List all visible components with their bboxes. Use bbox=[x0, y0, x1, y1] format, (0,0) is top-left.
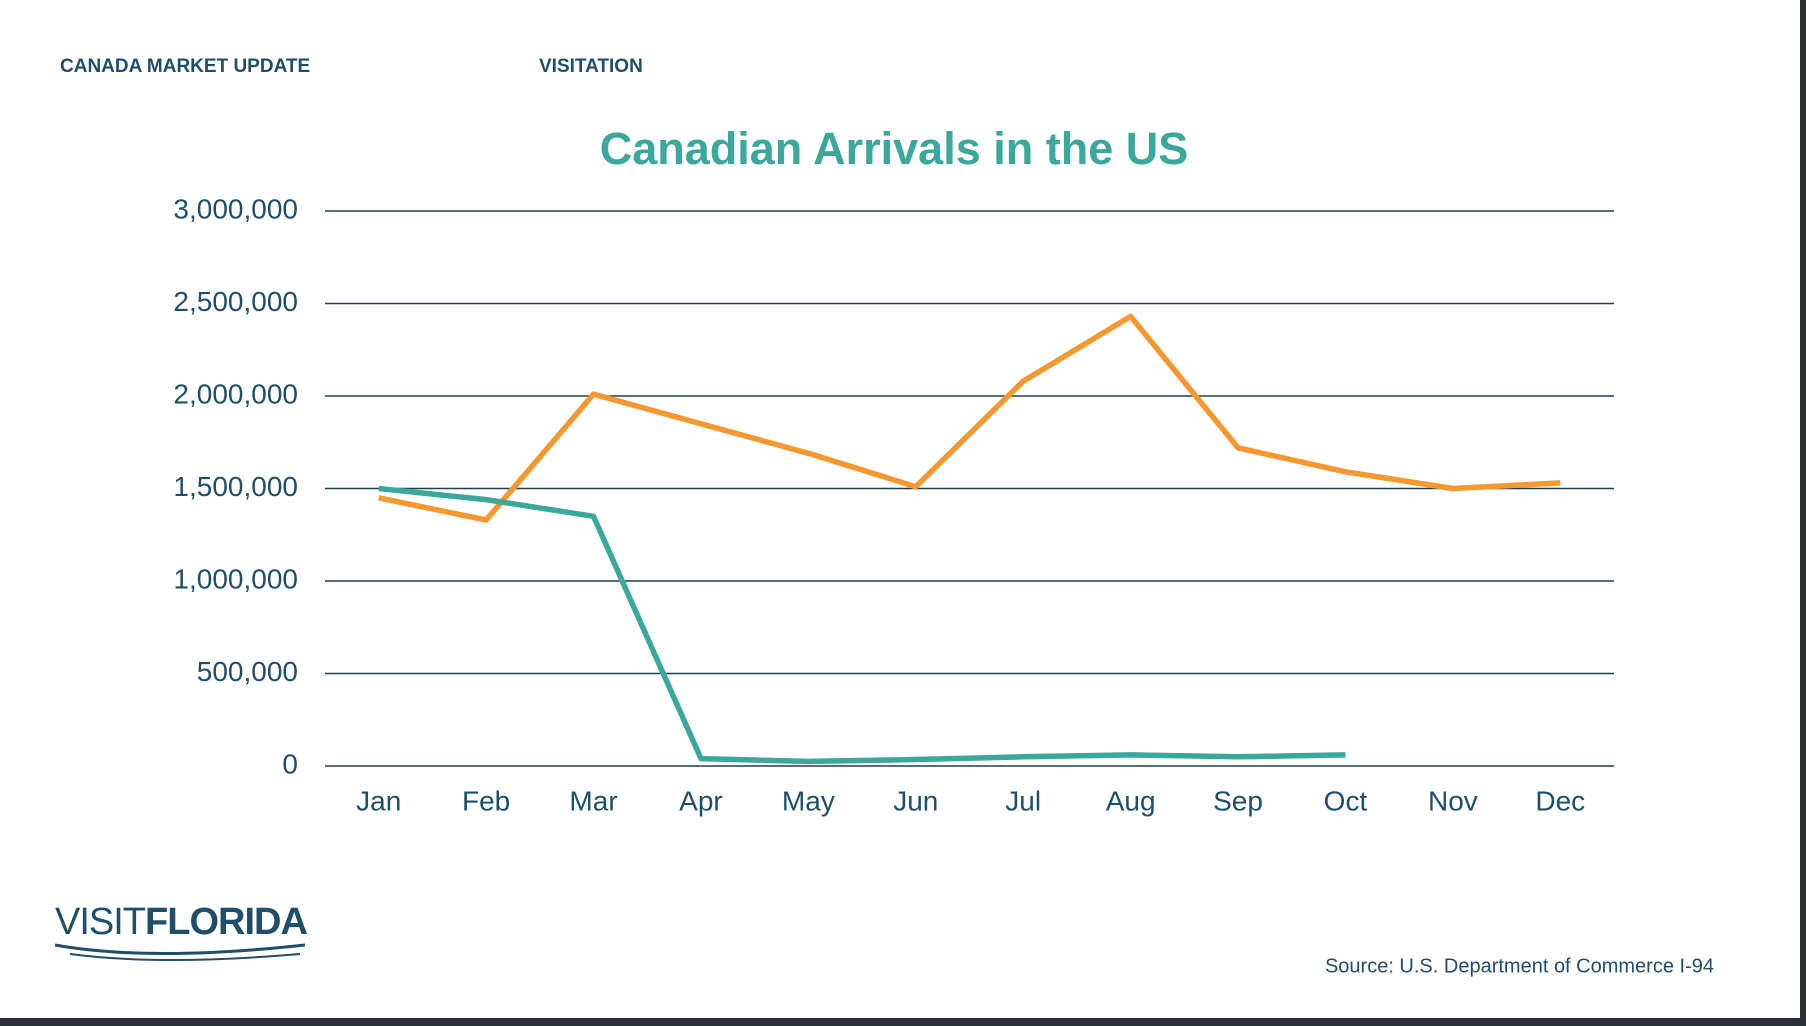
topic-label: VISITATION bbox=[539, 56, 643, 77]
y-tick-label: 0 bbox=[282, 748, 298, 779]
x-tick-label: Apr bbox=[679, 785, 723, 816]
logo-wave bbox=[69, 953, 301, 961]
y-tick-label: 2,000,000 bbox=[173, 378, 298, 409]
y-tick-label: 500,000 bbox=[197, 656, 298, 687]
source-note: Source: U.S. Department of Commerce I-94 bbox=[1325, 955, 1714, 977]
y-tick-label: 1,500,000 bbox=[173, 471, 298, 502]
logo-bold: FLORIDA bbox=[145, 901, 307, 943]
y-tick-label: 3,000,000 bbox=[173, 193, 298, 224]
x-tick-label: Feb bbox=[462, 785, 510, 816]
x-tick-label: Nov bbox=[1428, 785, 1478, 816]
x-tick-label: Sep bbox=[1213, 785, 1263, 816]
x-tick-label: Oct bbox=[1324, 785, 1368, 816]
x-tick-label: Jan bbox=[356, 785, 401, 816]
y-tick-label: 1,000,000 bbox=[173, 563, 298, 594]
y-tick-label: 2,500,000 bbox=[173, 286, 298, 317]
x-tick-label: May bbox=[782, 785, 835, 816]
plot: 0 500,000 1,000,000 1,500,000 2,000,000 2,500… bbox=[173, 193, 1614, 816]
series-line bbox=[378, 313, 1561, 523]
section-label: CANADA MARKET UPDATE bbox=[60, 56, 310, 77]
logo-wave bbox=[54, 943, 306, 955]
x-tick-label: Dec bbox=[1535, 785, 1585, 816]
x-tick-label: Jun bbox=[893, 785, 938, 816]
x-tick-label: Jul bbox=[1005, 785, 1041, 816]
logo-light: VISIT bbox=[55, 901, 146, 943]
series-line bbox=[378, 485, 1346, 765]
x-tick-label: Aug bbox=[1106, 785, 1156, 816]
logo: VISITFLORIDA bbox=[54, 901, 308, 961]
chart-title: Canadian Arrivals in the US bbox=[600, 123, 1189, 174]
x-tick-label: Mar bbox=[569, 785, 617, 816]
logo-text: VISITFLORIDA bbox=[55, 901, 307, 943]
